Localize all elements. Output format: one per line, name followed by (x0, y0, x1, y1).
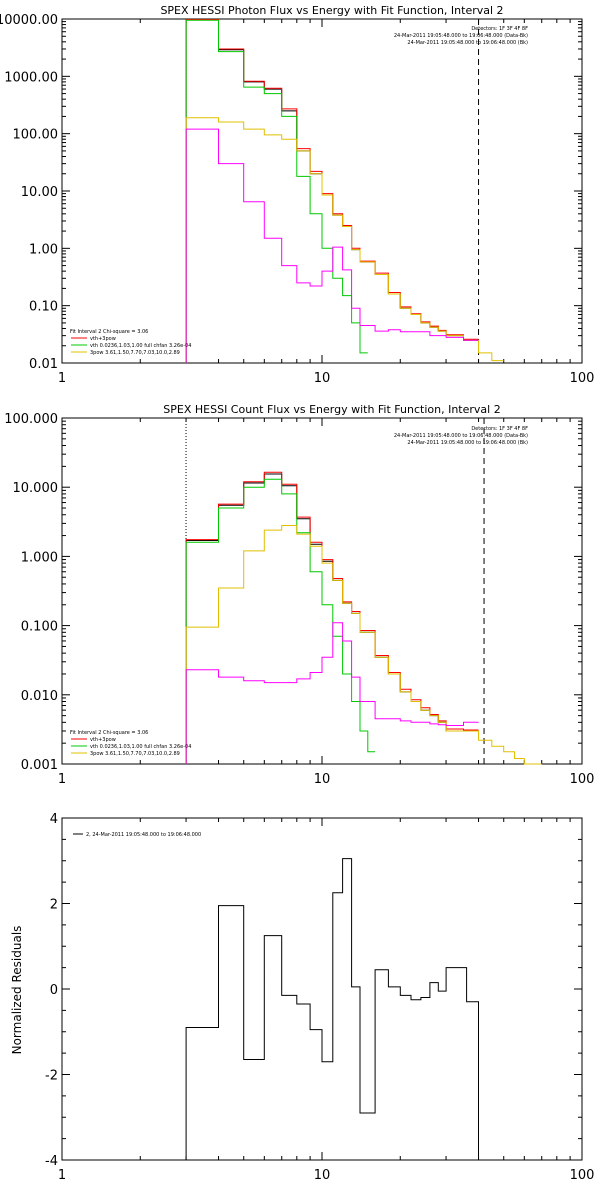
panel2-x-tick-label: 10 (314, 772, 331, 787)
panel2-vth-component-series (185, 478, 376, 764)
panel2-info-text: Detectors: 1F 3F 4F 8F 24-Mar-2011 19:05… (394, 426, 528, 446)
panel1-y-tick-label: 10.00 (21, 185, 58, 200)
panel1-info-text: Detectors: 1F 3F 4F 8F 24-Mar-2011 19:05… (394, 26, 528, 46)
panel3-ylabel: Normalized Residuals (10, 926, 24, 1055)
panel2-y-tick-label: 100.000 (4, 412, 58, 427)
panel3-residuals-series (185, 858, 479, 1160)
panel1-title: SPEX HESSI Photon Flux vs Energy with Fi… (160, 4, 503, 17)
panel3-y-tick-label: -2 (45, 1069, 58, 1084)
panel3-x-tick-label: 10 (314, 1168, 331, 1183)
panel1-x-tick-label: 1 (58, 371, 66, 386)
panel3-x-tick-label: 100 (570, 1168, 595, 1183)
panel2-y-tick-label: 0.100 (21, 620, 58, 635)
count-flux-panel: SPEX HESSI Count Flux vs Energy with Fit… (4, 403, 594, 787)
panel1-y-tick-label: 1.00 (29, 242, 58, 257)
panel1-x-tick-label: 100 (570, 371, 595, 386)
panel1-y-tick-label: 10000.00 (0, 13, 58, 28)
panel1-data-interval: 24-Mar-2011 19:05:48.000 to 19:06:48.000… (394, 33, 528, 39)
panel2-y-tick-label: 0.001 (21, 758, 58, 773)
panel2-legend-vth: vth 0.0236,1.03,1.00 full chfan 3.26e-04 (90, 744, 191, 750)
panel2-3pow-component-series (185, 525, 542, 765)
panel3-y-tick-label: -4 (45, 1154, 58, 1169)
panel2-title: SPEX HESSI Count Flux vs Energy with Fit… (163, 403, 500, 416)
panel1-bk-interval: 24-Mar-2011 19:05:48.000 to 19:06:48.000… (407, 40, 528, 46)
panel3-y-tick-label: 0 (50, 983, 58, 998)
panel2-x-tick-label: 1 (58, 772, 66, 787)
panel3-x-tick-label: 1 (58, 1168, 66, 1183)
panel2-legend: Fit Interval 2 Chi-square = 3.06 vth+3po… (70, 730, 191, 757)
panel1-y-tick-label: 0.01 (29, 357, 58, 372)
panel2-x-tick-label: 100 (570, 772, 595, 787)
panel1-plot-area: 1 10 100 0.01 0.10 1.00 10.00 100.00 1000.00 1000… (0, 13, 594, 386)
residuals-panel: 1 10 100 -4 -2 0 2 4 Normalized Residuals 2, 24… (10, 812, 594, 1183)
panel1-background-series (185, 128, 479, 363)
panel1-legend: Fit Interval 2 Chi-square = 3.06 vth+3po… (70, 329, 191, 356)
panel2-bk-interval: 24-Mar-2011 19:05:48.000 to 19:06:48.000… (407, 440, 528, 446)
panel1-legend-vth3pow: vth+3pow (90, 336, 116, 342)
panel3-y-tick-label: 2 (50, 898, 58, 913)
panel3-plot-area: 1 10 100 -4 -2 0 2 4 (45, 812, 594, 1183)
panel1-y-tick-label: 0.10 (29, 300, 58, 315)
panel2-plot-area: 1 10 100 0.001 0.010 0.100 1.000 10.000 100.000 (4, 412, 594, 787)
photon-flux-panel: SPEX HESSI Photon Flux vs Energy with Fi… (0, 4, 594, 386)
panel2-detectors: Detectors: 1F 3F 4F 8F (471, 426, 528, 432)
panel2-y-tick-label: 0.010 (21, 689, 58, 704)
panel1-legend-3pow: 3pow 3.61,1.50,7.70,7.03,10.0,2.89 (90, 350, 180, 356)
panel3-legend-text: 2, 24-Mar-2011 19:05:48.000 to 19:06:48.… (86, 832, 201, 838)
panel1-detectors: Detectors: 1F 3F 4F 8F (471, 26, 528, 32)
panel2-legend-chisq: Fit Interval 2 Chi-square = 3.06 (70, 730, 148, 736)
panel2-legend-3pow: 3pow 3.61,1.50,7.70,7.03,10.0,2.89 (90, 751, 180, 757)
panel1-y-tick-label: 1000.00 (4, 70, 58, 85)
panel1-legend-vth: vth 0.0236,1.03,1.00 full chfan 3.26e-04 (90, 343, 191, 349)
panel1-x-tick-label: 10 (314, 371, 331, 386)
panel3-y-tick-label: 4 (50, 812, 58, 827)
panel2-data-interval: 24-Mar-2011 19:05:48.000 to 19:06:48.000… (394, 433, 528, 439)
panel2-y-tick-label: 1.000 (21, 550, 58, 565)
panel2-legend-vth3pow: vth+3pow (90, 737, 116, 743)
panel1-y-tick-label: 100.00 (13, 128, 59, 143)
panel1-legend-chisq: Fit Interval 2 Chi-square = 3.06 (70, 329, 148, 335)
panel1-3pow-component-series (185, 117, 504, 363)
panel3-legend: 2, 24-Mar-2011 19:05:48.000 to 19:06:48.… (73, 832, 201, 838)
panel2-background-series (185, 622, 479, 764)
panel2-y-tick-label: 10.000 (13, 481, 59, 496)
